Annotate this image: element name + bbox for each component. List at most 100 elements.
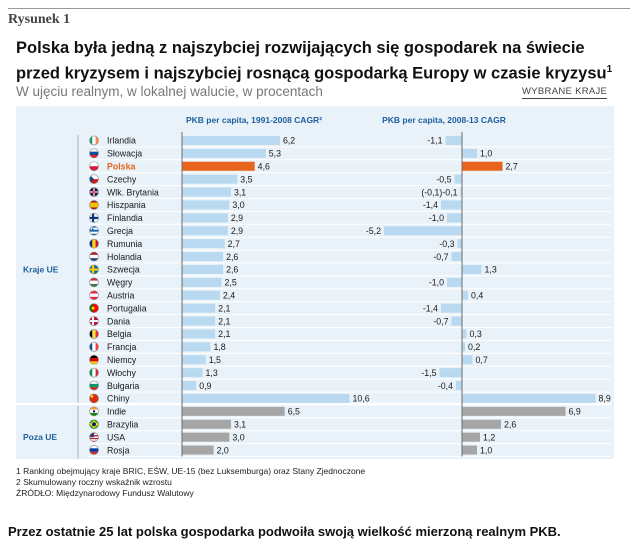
bar-2008-13 xyxy=(462,290,468,300)
bar-label-1991-2008: 2,5 xyxy=(225,278,237,288)
bar-2008-13 xyxy=(460,187,462,197)
bar-1991-2008 xyxy=(182,393,350,403)
bar-label-2008-13: 0,7 xyxy=(476,355,488,365)
bar-label-1991-2008: 2,6 xyxy=(226,265,238,275)
country-label: Belgia xyxy=(107,329,132,339)
bar-label-1991-2008: 10,6 xyxy=(352,394,369,404)
bar-1991-2008 xyxy=(182,316,216,326)
bar-1991-2008 xyxy=(182,355,206,365)
bar-label-2008-13: -1,5 xyxy=(421,368,436,378)
bar-1991-2008 xyxy=(182,368,203,378)
panel-header-1991-2008: PKB per capita, 1991-2008 CAGR² xyxy=(186,115,322,125)
netherlands-flag-icon xyxy=(89,251,99,262)
bar-label-1991-2008: 1,5 xyxy=(209,355,221,365)
bar-label-1991-2008: 3,1 xyxy=(234,187,246,197)
bar-label-1991-2008: 3,5 xyxy=(240,174,252,184)
bar-label-1991-2008: 3,0 xyxy=(232,432,244,442)
bar-1991-2008 xyxy=(182,148,266,158)
bar-label-2008-13: 0,4 xyxy=(471,290,483,300)
bar-label-2008-13: -0,5 xyxy=(436,174,451,184)
bar-label-1991-2008: 4,6 xyxy=(258,161,270,171)
group-label-1: Poza UE xyxy=(23,432,57,442)
bar-label-2008-13: 1,0 xyxy=(480,149,492,159)
bar-label-2008-13: -0,7 xyxy=(433,252,448,262)
country-label: Bułgaria xyxy=(107,381,139,391)
china-flag-icon xyxy=(89,393,99,404)
title-superscript: 1 xyxy=(606,64,613,75)
bar-2008-13 xyxy=(462,419,501,429)
country-label: Dania xyxy=(107,316,130,326)
country-label: Rosja xyxy=(107,445,130,455)
title-line-2: przed kryzysem i najszybciej rosnącą gos… xyxy=(16,59,626,85)
closing-text: Przez ostatnie 25 lat polska gospodarka … xyxy=(8,524,561,539)
country-label: Holandia xyxy=(107,252,142,262)
finland-flag-icon xyxy=(89,213,99,223)
country-label: Wlk. Brytania xyxy=(107,187,159,197)
bar-1991-2008 xyxy=(182,432,230,442)
figure-label: Rysunek 1 xyxy=(8,12,71,27)
footnote-source: ŹRÓDŁO: Międzynarodowy Fundusz Walutowy xyxy=(16,488,194,498)
country-label: Grecja xyxy=(107,226,133,236)
bar-label-2008-13: -0,3 xyxy=(439,239,454,249)
bar-2008-13 xyxy=(462,445,477,455)
belgium-flag-icon xyxy=(89,329,99,339)
country-label: Włochy xyxy=(107,368,136,378)
country-label: Brazylia xyxy=(107,419,138,429)
bar-label-1991-2008: 2,4 xyxy=(223,290,235,300)
country-label: Hiszpania xyxy=(107,200,146,210)
hungary-flag-icon xyxy=(89,277,99,288)
bar-1991-2008 xyxy=(182,342,211,352)
bar-2008-13 xyxy=(462,148,477,158)
footnote-1: 1 Ranking obejmujący kraje BRIC, EŚW, UE… xyxy=(16,466,366,476)
country-label: Słowacja xyxy=(107,149,142,159)
bar-label-2008-13: 0,2 xyxy=(468,342,480,352)
bar-label-1991-2008: 2,7 xyxy=(228,239,240,249)
france-flag-icon xyxy=(89,342,99,352)
bar-label-2008-13: 8,9 xyxy=(599,394,611,404)
bar-1991-2008 xyxy=(182,187,231,197)
bar-1991-2008 xyxy=(182,277,222,287)
bar-2008-13 xyxy=(462,329,467,339)
bar-2008-13 xyxy=(447,277,462,287)
bar-2008-13 xyxy=(457,239,462,249)
bar-1991-2008 xyxy=(182,213,228,223)
bar-label-1991-2008: 2,9 xyxy=(231,226,243,236)
india-flag-icon xyxy=(89,406,99,417)
bar-label-1991-2008: 6,5 xyxy=(288,407,300,417)
bar-1991-2008 xyxy=(182,329,216,339)
selected-countries-link[interactable]: WYBRANE KRAJE xyxy=(522,86,608,99)
bar-label-1991-2008: 1,8 xyxy=(213,342,225,352)
bar-2008-13 xyxy=(462,264,482,274)
country-label: Indie xyxy=(107,407,126,417)
bar-1991-2008 xyxy=(182,290,220,300)
bar-1991-2008 xyxy=(182,226,228,236)
bar-label-2008-13: 1,0 xyxy=(480,445,492,455)
bar-label-2008-13: -0,7 xyxy=(433,316,448,326)
bar-2008-13 xyxy=(441,200,462,210)
bulgaria-flag-icon xyxy=(89,380,99,391)
top-rule xyxy=(8,8,630,9)
country-label: Portugalia xyxy=(107,303,147,313)
bar-label-1991-2008: 2,1 xyxy=(218,316,230,326)
sweden-flag-icon xyxy=(89,264,99,275)
austria-flag-icon xyxy=(89,290,99,301)
bar-label-1991-2008: 2,0 xyxy=(217,445,229,455)
bar-2008-13 xyxy=(439,368,462,378)
bar-2008-13 xyxy=(384,226,462,236)
bar-label-1991-2008: 6,2 xyxy=(283,136,295,146)
bar-1991-2008 xyxy=(182,264,224,274)
bar-1991-2008 xyxy=(182,200,230,210)
bar-label-1991-2008: 5,3 xyxy=(269,149,281,159)
bar-2008-13 xyxy=(441,303,462,313)
chart-title: Polska była jedną z najszybciej rozwijaj… xyxy=(16,38,626,85)
bar-label-1991-2008: 1,3 xyxy=(206,368,218,378)
group-label-0: Kraje UE xyxy=(23,264,59,274)
bar-2008-13 xyxy=(451,252,462,262)
country-label: Finlandia xyxy=(107,213,143,223)
bar-2008-13 xyxy=(462,406,566,416)
bar-label-1991-2008: 2,9 xyxy=(231,213,243,223)
bar-label-2008-13: 2,7 xyxy=(506,161,518,171)
bar-1991-2008 xyxy=(182,419,231,429)
bar-1991-2008 xyxy=(182,135,280,145)
bar-2008-13 xyxy=(445,135,462,145)
